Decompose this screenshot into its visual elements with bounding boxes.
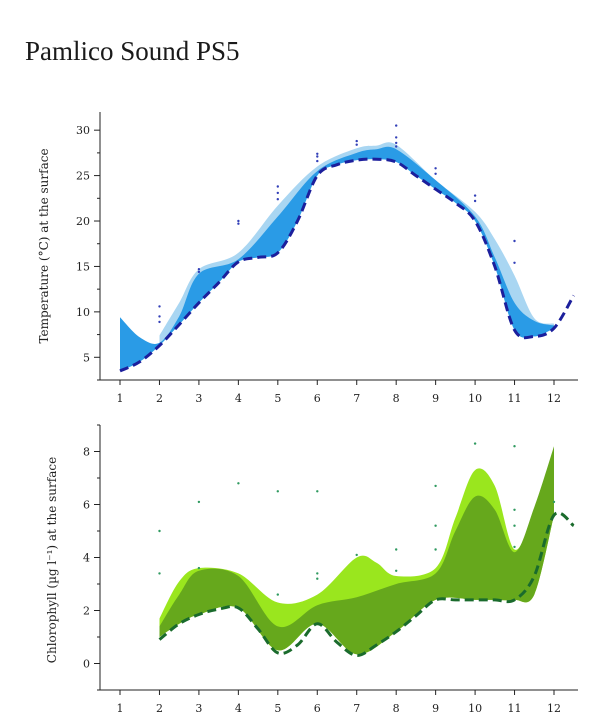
model-dashed-line (158, 511, 575, 657)
x-tick-label: 1 (117, 702, 124, 715)
observation-point (355, 553, 358, 557)
x-tick-label: 9 (432, 702, 439, 715)
x-tick-label: 6 (314, 702, 321, 715)
x-tick-label: 3 (195, 702, 202, 715)
observation-point (276, 185, 279, 188)
observation-point (473, 194, 477, 197)
observation-point (395, 136, 398, 139)
observation-point (276, 198, 279, 201)
observation-point (237, 219, 240, 223)
y-axis-title: Temperature (°C) at the surface (37, 148, 51, 343)
x-tick-label: 2 (156, 392, 163, 405)
observation-point (316, 577, 319, 580)
x-tick-label: 2 (156, 702, 163, 715)
x-tick-label: 4 (235, 392, 242, 405)
y-tick-label: 0 (83, 658, 90, 671)
observation-point (434, 524, 437, 527)
y-tick-label: 8 (83, 446, 90, 459)
page-title: Pamlico Sound PS5 (25, 36, 240, 66)
observation-point (513, 545, 516, 549)
observation-point (395, 145, 398, 148)
observation-point (158, 320, 161, 324)
x-tick-label: 11 (508, 702, 522, 715)
x-tick-label: 6 (314, 392, 321, 405)
observation-point (197, 566, 201, 570)
observation-point (316, 152, 319, 155)
y-tick-label: 20 (76, 215, 90, 228)
observation-point (197, 500, 201, 504)
observation-point (276, 191, 279, 195)
observation-point (434, 548, 437, 551)
y-axis-title: Chlorophyll (µg l⁻¹) at the surface (45, 457, 59, 663)
observation-point (316, 155, 319, 158)
observation-point (395, 124, 398, 127)
observation-point (355, 139, 358, 143)
observation-point (513, 445, 516, 448)
observation-point (197, 270, 201, 274)
observation-point (473, 199, 477, 203)
y-tick-label: 10 (76, 306, 90, 319)
observation-point (276, 593, 279, 596)
observation-point (316, 490, 319, 493)
y-tick-label: 5 (83, 351, 90, 364)
y-tick-label: 30 (76, 124, 90, 137)
x-tick-label: 3 (195, 392, 202, 405)
observation-point (395, 569, 398, 572)
x-tick-label: 7 (353, 392, 360, 405)
observation-point (434, 167, 437, 170)
observation-point (237, 222, 240, 225)
observation-point (434, 484, 437, 488)
x-tick-label: 5 (274, 392, 281, 405)
dark-band-area (159, 446, 554, 655)
observation-point (158, 529, 161, 533)
observation-point (158, 305, 161, 308)
observation-point (395, 548, 398, 551)
observation-point (434, 172, 437, 175)
x-tick-label: 10 (468, 392, 482, 405)
x-tick-label: 8 (393, 702, 400, 715)
x-tick-label: 7 (353, 702, 360, 715)
observation-point (237, 482, 240, 485)
observation-point (276, 490, 279, 493)
x-tick-label: 11 (508, 392, 522, 405)
observation-point (473, 442, 477, 445)
y-tick-label: 2 (83, 605, 90, 618)
x-tick-label: 8 (393, 392, 400, 405)
dark-band-area (120, 146, 554, 371)
observation-point (197, 268, 201, 271)
observation-point (395, 141, 398, 145)
light-band-area (159, 142, 554, 346)
observation-point (355, 143, 358, 146)
x-tick-label: 10 (468, 702, 482, 715)
observation-point (513, 239, 516, 243)
x-tick-label: 1 (117, 392, 124, 405)
y-tick-label: 25 (76, 170, 90, 183)
x-tick-label: 5 (274, 702, 281, 715)
x-tick-label: 12 (547, 392, 561, 405)
y-tick-label: 15 (76, 260, 90, 273)
observation-point (158, 572, 161, 575)
observation-point (316, 572, 319, 575)
observation-point (552, 500, 556, 504)
observation-point (316, 159, 319, 163)
y-tick-label: 4 (83, 552, 90, 565)
model-dashed-line (119, 157, 575, 373)
observation-point (513, 508, 516, 511)
observation-point (513, 524, 516, 527)
x-tick-label: 4 (235, 702, 242, 715)
observation-point (158, 315, 161, 318)
x-tick-label: 12 (547, 702, 561, 715)
y-tick-label: 6 (83, 499, 90, 512)
observation-point (513, 261, 516, 264)
x-tick-label: 9 (432, 392, 439, 405)
